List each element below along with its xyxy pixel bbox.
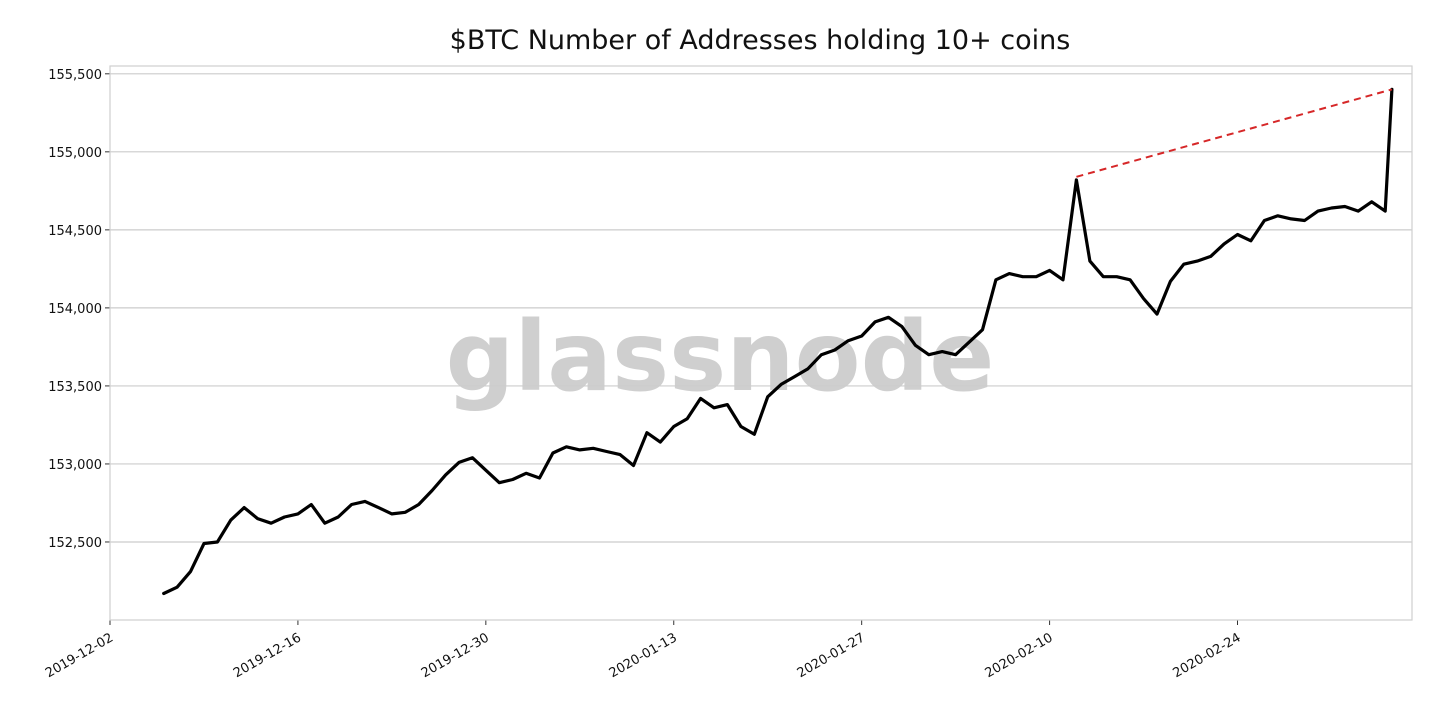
y-tick-label: 155,000 (48, 146, 102, 161)
y-tick-label: 154,000 (48, 302, 102, 317)
grid-lines (110, 73, 1412, 543)
plot-frame (109, 65, 1413, 621)
x-tick-label: 2019-12-16 (231, 630, 304, 681)
x-axis: 2019-12-02 2019-12-16 2019-12-30 2020-01-13… (43, 620, 1244, 681)
x-tick-label: 2019-12-02 (43, 630, 116, 681)
x-tick-label: 2020-01-13 (607, 630, 680, 681)
y-tick-label: 155,500 (48, 68, 102, 83)
trend-line (1076, 88, 1393, 178)
y-tick-label: 153,500 (48, 380, 102, 395)
y-axis: 152,500 153,000 153,500 154,000 154,500 155,0… (48, 68, 110, 551)
y-tick-label: 154,500 (48, 224, 102, 239)
x-tick-label: 2020-02-24 (1171, 630, 1244, 681)
series-line (162, 87, 1394, 596)
series-group (162, 87, 1394, 596)
watermark-logo: glassnode (446, 301, 995, 413)
y-tick-label: 152,500 (48, 536, 102, 551)
x-tick-label: 2020-02-10 (983, 630, 1056, 681)
x-tick-label: 2020-01-27 (795, 630, 868, 681)
x-tick-label: 2019-12-30 (419, 630, 492, 681)
chart-title: $BTC Number of Addresses holding 10+ coi… (450, 25, 1071, 56)
y-tick-label: 153,000 (48, 458, 102, 473)
